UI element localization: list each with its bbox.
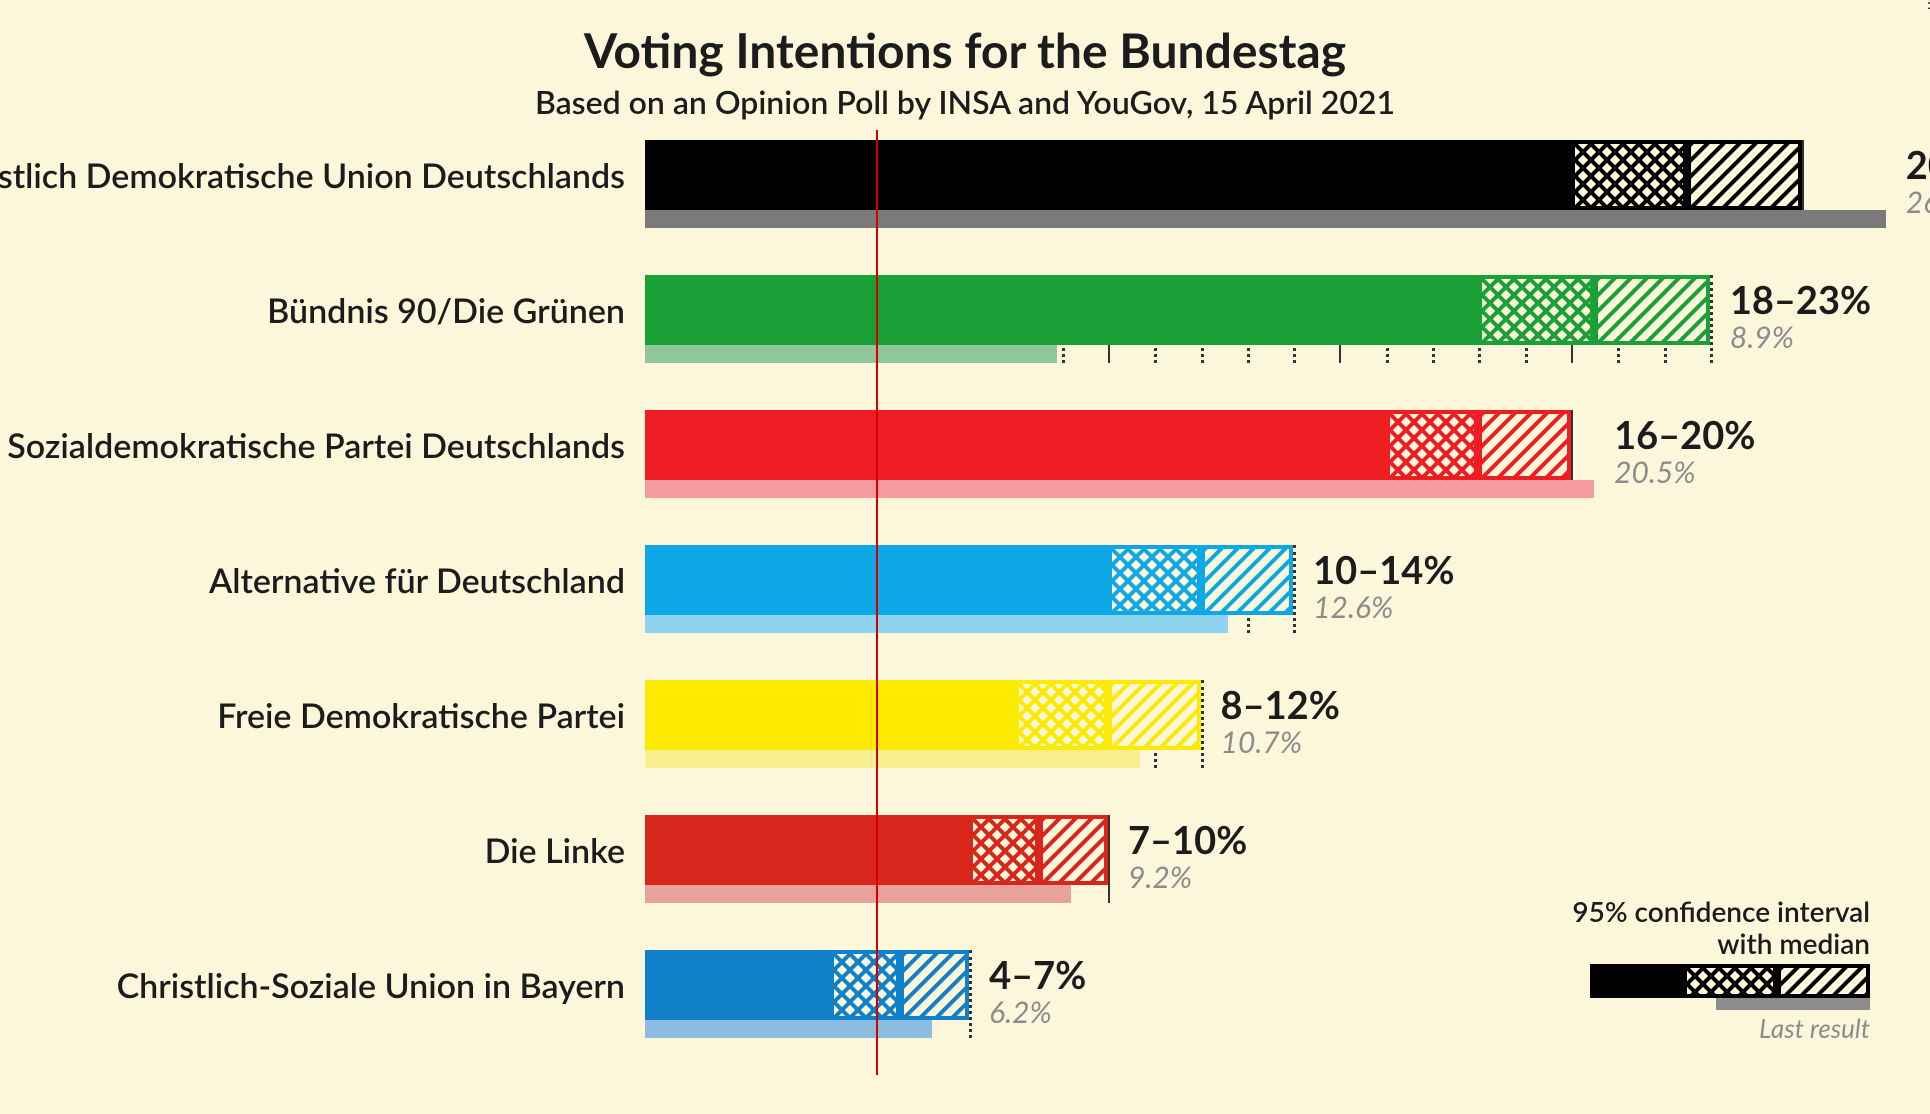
bar-hatch bbox=[1687, 140, 1803, 210]
bar-crosshatch bbox=[1478, 275, 1594, 345]
value-range-label: 4–7% bbox=[989, 952, 1086, 998]
legend-bar-solid bbox=[1590, 964, 1683, 998]
value-last-label: 26.8% bbox=[1906, 184, 1930, 220]
bar-hatch bbox=[1108, 680, 1201, 750]
grid-minor bbox=[1201, 680, 1204, 768]
value-range-label: 18–23% bbox=[1730, 277, 1871, 323]
bar-hatch bbox=[1594, 275, 1710, 345]
value-last-label: 12.6% bbox=[1313, 589, 1393, 625]
party-label: Alternative für Deutschland bbox=[209, 560, 645, 601]
legend-bar-last bbox=[1716, 998, 1870, 1010]
legend-bar-cross bbox=[1683, 964, 1776, 998]
value-last-label: 8.9% bbox=[1730, 319, 1794, 355]
bar-solid bbox=[645, 410, 1386, 480]
bar-hatch bbox=[1478, 410, 1571, 480]
value-range-label: 16–20% bbox=[1614, 412, 1755, 458]
legend: 95% confidence intervalwith median Last r… bbox=[1570, 894, 1870, 1054]
bar-last-result bbox=[645, 345, 1057, 363]
bar-hatch bbox=[1201, 545, 1294, 615]
bar-solid bbox=[645, 140, 1571, 210]
bar-last-result bbox=[645, 1020, 932, 1038]
party-label: Freie Demokratische Partei bbox=[217, 695, 645, 736]
legend-last-label: Last result bbox=[1759, 1012, 1870, 1044]
bar-crosshatch bbox=[830, 950, 899, 1020]
party-label: Bündnis 90/Die Grünen bbox=[267, 290, 645, 331]
legend-line2: with median bbox=[1717, 926, 1870, 960]
bar-solid bbox=[645, 815, 969, 885]
bar-last-result bbox=[645, 210, 1886, 228]
copyright-text: © 2021 Filip van Laenen bbox=[1924, 0, 1930, 10]
bar-last-result bbox=[645, 885, 1071, 903]
bar-crosshatch bbox=[1108, 545, 1201, 615]
party-label: Christlich Demokratische Union Deutschla… bbox=[0, 155, 645, 196]
chart-title: Voting Intentions for the Bundestag bbox=[0, 22, 1930, 79]
threshold-line bbox=[876, 130, 878, 1075]
bar-crosshatch bbox=[1386, 410, 1479, 480]
bar-solid bbox=[645, 950, 830, 1020]
party-label: Die Linke bbox=[485, 830, 645, 871]
legend-bar-hatch bbox=[1777, 964, 1870, 998]
bar-crosshatch bbox=[969, 815, 1038, 885]
grid-major bbox=[1108, 815, 1110, 903]
grid-minor bbox=[1293, 545, 1296, 633]
bar-solid bbox=[645, 680, 1015, 750]
value-range-label: 7–10% bbox=[1128, 817, 1247, 863]
value-range-label: 20–25% bbox=[1906, 142, 1930, 188]
value-last-label: 20.5% bbox=[1614, 454, 1696, 490]
legend-line1: 95% confidence interval bbox=[1572, 894, 1870, 928]
value-last-label: 9.2% bbox=[1128, 859, 1192, 895]
bar-hatch bbox=[900, 950, 969, 1020]
chart-subtitle: Based on an Opinion Poll by INSA and You… bbox=[0, 82, 1930, 121]
chart-root: Voting Intentions for the Bundestag Base… bbox=[0, 0, 1930, 1114]
bar-crosshatch bbox=[1571, 140, 1687, 210]
bar-crosshatch bbox=[1015, 680, 1108, 750]
party-label: Sozialdemokratische Partei Deutschlands bbox=[7, 425, 645, 466]
bar-hatch bbox=[1039, 815, 1108, 885]
grid-minor bbox=[1710, 275, 1713, 363]
bar-last-result bbox=[645, 750, 1140, 768]
bar-last-result bbox=[645, 615, 1228, 633]
value-last-label: 6.2% bbox=[989, 994, 1052, 1030]
grid-minor bbox=[969, 950, 972, 1038]
bar-last-result bbox=[645, 480, 1594, 498]
value-range-label: 8–12% bbox=[1221, 682, 1340, 728]
party-label: Christlich-Soziale Union in Bayern bbox=[117, 965, 645, 1006]
value-last-label: 10.7% bbox=[1221, 724, 1303, 760]
value-range-label: 10–14% bbox=[1313, 547, 1454, 593]
bar-solid bbox=[645, 275, 1478, 345]
